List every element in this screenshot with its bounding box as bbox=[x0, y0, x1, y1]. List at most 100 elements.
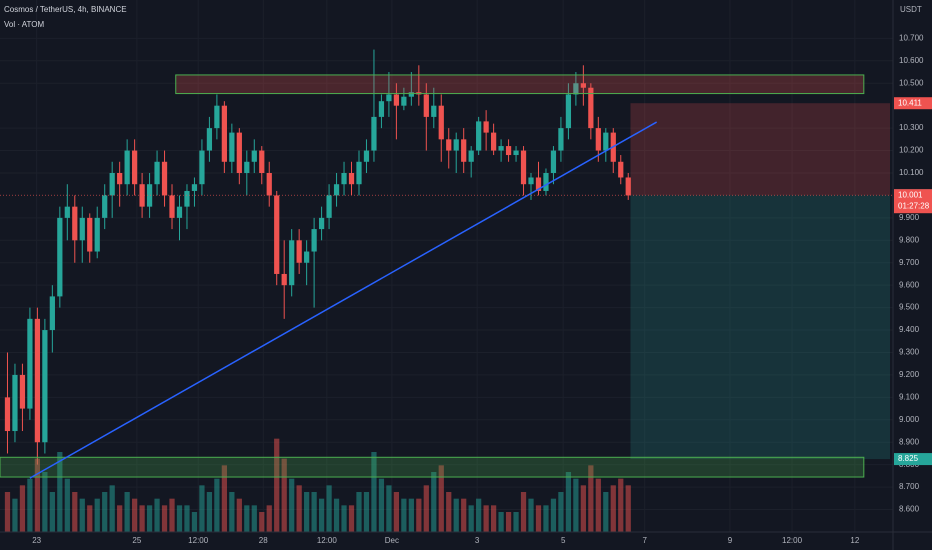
y-tick-label: 9.500 bbox=[899, 303, 920, 312]
candle-body bbox=[348, 172, 355, 185]
x-tick-label: 5 bbox=[561, 536, 566, 545]
candle-body bbox=[154, 161, 160, 185]
volume-bar bbox=[378, 478, 385, 532]
candle-body bbox=[176, 206, 183, 218]
chart-title: Cosmos / TetherUS, 4h, BINANCE bbox=[4, 5, 127, 14]
candle-body bbox=[588, 87, 594, 129]
volume-bar bbox=[401, 498, 407, 532]
candle-body bbox=[550, 150, 557, 173]
volume-bar bbox=[318, 498, 325, 532]
volume-bar bbox=[423, 485, 429, 532]
candle-body bbox=[214, 105, 220, 129]
volume-bar bbox=[468, 505, 474, 532]
candle-body bbox=[483, 121, 489, 133]
volume-bar bbox=[27, 478, 33, 532]
candle-body bbox=[565, 94, 572, 129]
candle-body bbox=[281, 273, 287, 286]
volume-bar bbox=[72, 492, 78, 532]
candles bbox=[4, 49, 631, 465]
volume-bar bbox=[588, 465, 594, 532]
volume-bar bbox=[386, 485, 392, 532]
candle-body bbox=[236, 132, 242, 173]
volume-bar bbox=[431, 472, 437, 532]
candle-body bbox=[49, 296, 55, 331]
candle-body bbox=[558, 128, 564, 151]
volume-bar bbox=[333, 498, 340, 532]
volume-bar bbox=[19, 485, 26, 532]
x-tick-label: 12:00 bbox=[188, 536, 209, 545]
volume-bar bbox=[221, 465, 227, 532]
volume-bar bbox=[289, 478, 295, 532]
candle-body bbox=[438, 105, 444, 140]
x-tick-label: 12 bbox=[850, 536, 859, 545]
volume-bar bbox=[610, 485, 616, 532]
candle-body bbox=[72, 206, 78, 241]
volume-bar bbox=[603, 492, 609, 532]
y-tick-label: 9.600 bbox=[899, 280, 920, 289]
price-tag-label: 8.825 bbox=[898, 454, 919, 463]
volume-bar bbox=[274, 438, 280, 532]
volume-bar bbox=[341, 505, 347, 532]
candle-body bbox=[79, 217, 85, 241]
volume-bar bbox=[453, 498, 459, 532]
candle-body bbox=[333, 184, 340, 196]
candle-body bbox=[191, 184, 198, 191]
target-zone bbox=[630, 195, 890, 460]
y-tick-label: 9.800 bbox=[899, 235, 920, 244]
candle-body bbox=[57, 217, 63, 297]
volume-bar bbox=[513, 512, 519, 532]
volume-bar bbox=[446, 492, 452, 532]
volume-bar bbox=[184, 505, 190, 532]
volume-bar bbox=[124, 492, 130, 532]
candle-body bbox=[371, 116, 377, 151]
candle-body bbox=[184, 190, 190, 207]
candle-body bbox=[199, 150, 205, 185]
candle-body bbox=[386, 94, 392, 102]
candle-body bbox=[27, 318, 33, 409]
x-tick-label: 28 bbox=[259, 536, 268, 545]
y-tick-label: 8.700 bbox=[899, 482, 920, 491]
volume-bar bbox=[266, 505, 272, 532]
candle-body bbox=[326, 195, 332, 218]
price-tag-label: 10.001 bbox=[898, 190, 923, 199]
volume-bar bbox=[102, 492, 108, 532]
candle-body bbox=[356, 161, 362, 185]
overlays bbox=[630, 103, 890, 460]
volume-bar bbox=[64, 478, 70, 532]
y-tick-label: 9.000 bbox=[899, 415, 920, 424]
trend-line bbox=[29, 121, 658, 479]
x-tick-label: 3 bbox=[475, 536, 480, 545]
candle-body bbox=[423, 94, 429, 117]
volume-bar bbox=[326, 485, 332, 532]
volume-bar bbox=[229, 492, 235, 532]
volume-bar bbox=[281, 458, 287, 532]
candle-body bbox=[505, 146, 512, 156]
y-tick-label: 9.100 bbox=[899, 392, 920, 401]
volume-bar bbox=[87, 505, 93, 532]
candle-body bbox=[513, 150, 519, 156]
y-tick-label: 10.700 bbox=[899, 33, 924, 42]
y-tick-label: 10.200 bbox=[899, 146, 924, 155]
candle-body bbox=[393, 94, 400, 106]
volume-bar bbox=[109, 485, 115, 532]
candle-body bbox=[461, 139, 467, 162]
x-tick-label: 23 bbox=[32, 536, 41, 545]
volume-bar bbox=[625, 485, 631, 532]
volume-bar bbox=[535, 505, 542, 532]
candle-body bbox=[4, 397, 11, 432]
candle-body bbox=[34, 318, 41, 443]
volume-bar bbox=[206, 492, 213, 532]
candle-body bbox=[580, 83, 586, 88]
candle-body bbox=[229, 132, 235, 162]
volume-bar bbox=[490, 505, 497, 532]
volume-bar bbox=[595, 478, 601, 532]
candle-body bbox=[304, 251, 310, 263]
x-tick-label: 7 bbox=[642, 536, 647, 545]
volume-bar bbox=[550, 498, 557, 532]
candle-body bbox=[206, 128, 213, 151]
volume-bar bbox=[199, 485, 205, 532]
volume-bar bbox=[558, 492, 564, 532]
volume-bar bbox=[117, 505, 123, 532]
volume-bar bbox=[146, 505, 153, 532]
